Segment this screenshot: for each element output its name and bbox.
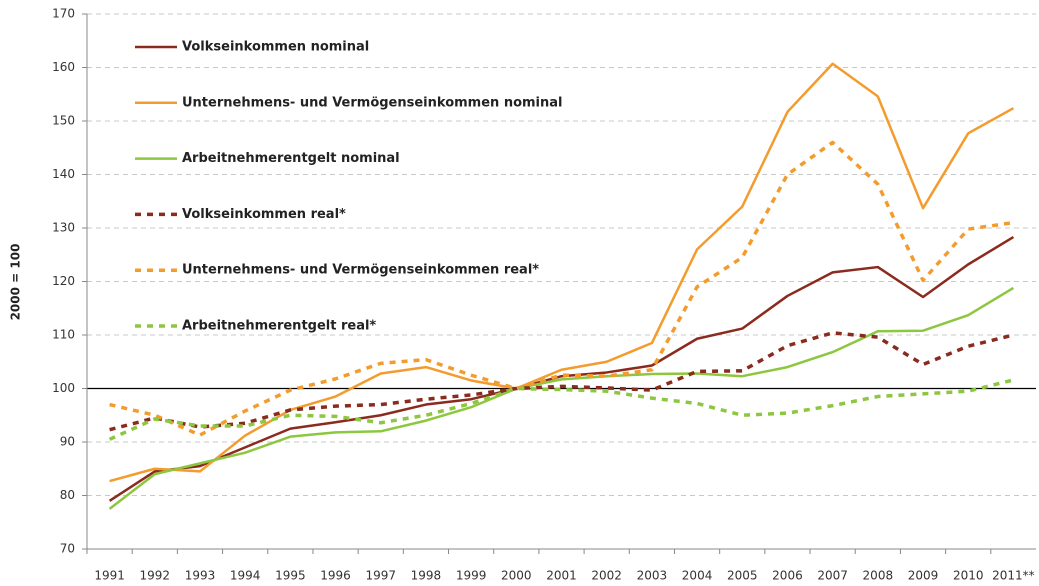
legend-text: Unternehmens- und Vermögenseinkommen nom… [182, 95, 563, 110]
x-tick-label: 1996 [320, 569, 351, 583]
y-tick-label: 150 [52, 114, 75, 128]
y-tick-label: 90 [60, 435, 75, 449]
x-tick-label: 2000 [501, 569, 532, 583]
x-tick-label: 1994 [230, 569, 261, 583]
y-tick-label: 170 [52, 7, 75, 21]
series-line [109, 140, 1014, 437]
x-tick-label: 2003 [637, 569, 668, 583]
x-tick-label: 2004 [682, 569, 713, 583]
legend-text: Arbeitnehmerentgelt nominal [182, 151, 400, 166]
y-tick-label: 70 [60, 542, 75, 556]
x-tick-label: 2010 [953, 569, 984, 583]
x-tick-label: 2002 [591, 569, 622, 583]
x-tick-label: 1993 [185, 569, 216, 583]
x-tick-label: 1995 [275, 569, 306, 583]
x-tick-label: 1992 [140, 569, 171, 583]
x-tick-label: 2005 [727, 569, 758, 583]
x-tick-label: 2009 [908, 569, 939, 583]
x-tick-label: 1997 [365, 569, 396, 583]
x-tick-label: 1998 [411, 569, 442, 583]
x-tick-label: 1991 [94, 569, 125, 583]
y-axis-title: 2000 = 100 [9, 244, 23, 321]
y-tick-label: 120 [52, 274, 75, 288]
y-tick-label: 100 [52, 381, 75, 395]
legend-text: Volkseinkommen real* [182, 207, 346, 222]
series-line [109, 62, 1015, 483]
x-tick-label: 2006 [772, 569, 803, 583]
x-tick-label: 2001 [546, 569, 577, 583]
y-tick-label: 110 [52, 328, 75, 342]
legend-text: Unternehmens- und Vermögenseinkommen rea… [182, 263, 539, 278]
legend-text: Arbeitnehmerentgelt real* [182, 319, 376, 334]
series-line [109, 331, 1014, 432]
y-tick-label: 160 [52, 60, 75, 74]
x-tick-label: 2007 [817, 569, 848, 583]
y-tick-label: 130 [52, 221, 75, 235]
legend-text: Volkseinkommen nominal [182, 40, 369, 55]
x-tick-label: 2008 [863, 569, 894, 583]
x-tick-label: 1999 [456, 569, 487, 583]
x-tick-label: 2011** [992, 569, 1035, 583]
series-line [108, 236, 1015, 502]
y-tick-label: 140 [52, 167, 75, 181]
series-line [108, 286, 1015, 510]
y-tick-label: 80 [60, 488, 75, 502]
